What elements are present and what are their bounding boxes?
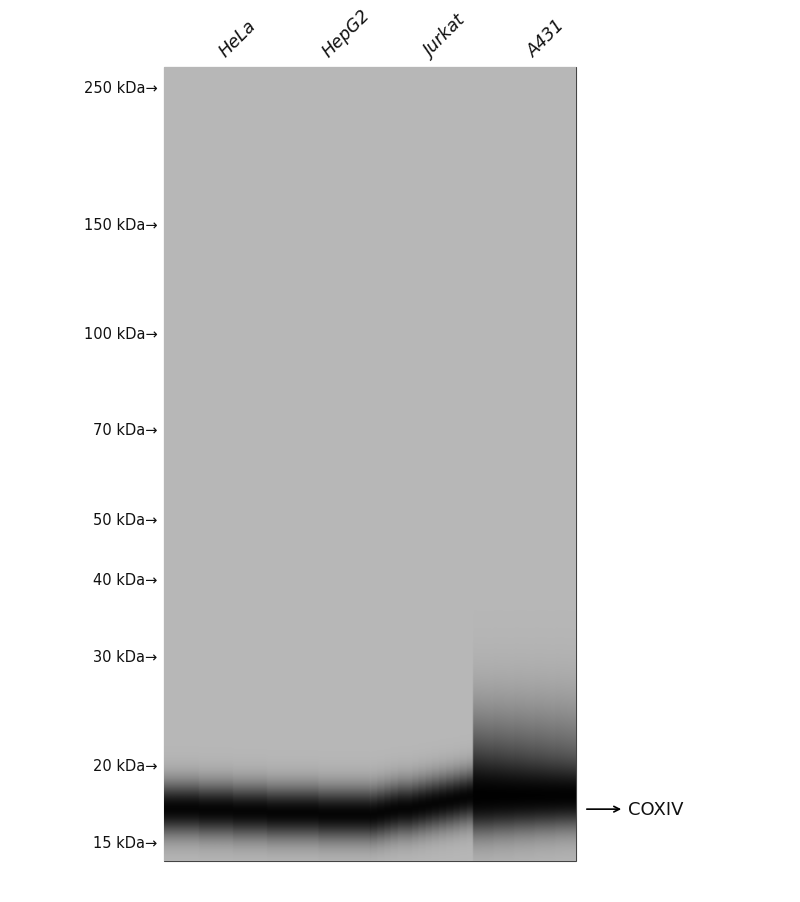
Text: HepG2: HepG2	[318, 5, 374, 60]
Text: 100 kDa→: 100 kDa→	[84, 327, 158, 341]
Text: WWW.PTGLAB.COM: WWW.PTGLAB.COM	[245, 352, 273, 657]
Text: 70 kDa→: 70 kDa→	[93, 422, 158, 437]
Text: 40 kDa→: 40 kDa→	[94, 572, 158, 587]
Text: Jurkat: Jurkat	[422, 12, 470, 60]
Text: HeLa: HeLa	[215, 16, 259, 60]
Text: 150 kDa→: 150 kDa→	[84, 217, 158, 233]
Text: COXIV: COXIV	[628, 800, 683, 818]
Text: 15 kDa→: 15 kDa→	[94, 835, 158, 851]
Text: 20 kDa→: 20 kDa→	[93, 759, 158, 773]
Text: 250 kDa→: 250 kDa→	[84, 80, 158, 96]
Text: 30 kDa→: 30 kDa→	[94, 649, 158, 665]
Text: 50 kDa→: 50 kDa→	[94, 512, 158, 528]
Text: A431: A431	[525, 16, 569, 60]
